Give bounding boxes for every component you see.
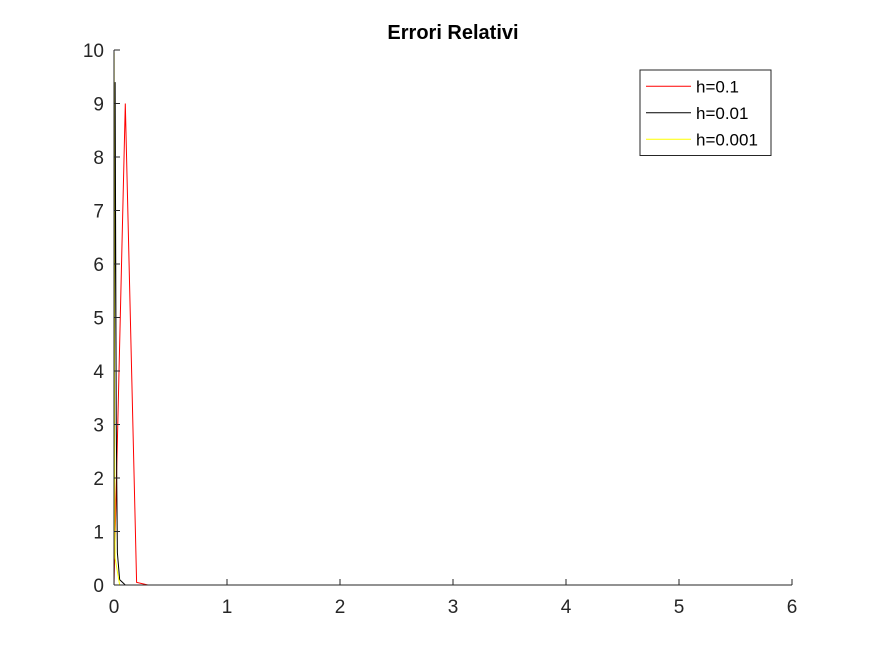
series-line-2 — [113, 82, 792, 586]
legend: h=0.1 h=0.01 h=0.001 — [639, 69, 772, 156]
y-tick-label: 2 — [93, 469, 104, 490]
chart-title: Errori Relativi — [387, 22, 518, 44]
legend-label: h=0.1 — [696, 77, 739, 96]
x-tick-label: 6 — [787, 597, 798, 618]
axes: 0 1 2 3 4 5 6 0 1 2 3 4 5 6 7 8 9 10 — [83, 41, 797, 618]
y-tick-label: 1 — [93, 523, 104, 544]
x-tick-label: 1 — [222, 597, 233, 618]
x-tick-label: 5 — [674, 597, 685, 618]
series-line-1 — [113, 103, 792, 586]
y-tick-label: 0 — [93, 576, 104, 597]
y-tick-label: 9 — [93, 95, 104, 116]
y-tick-label: 5 — [93, 309, 104, 330]
x-tick-label: 3 — [448, 597, 459, 618]
y-tick-label: 8 — [93, 148, 104, 169]
legend-label: h=0.01 — [696, 104, 748, 123]
y-tick-label: 4 — [93, 362, 104, 383]
y-tick-label: 10 — [83, 41, 104, 62]
y-tick-label: 3 — [93, 416, 104, 437]
y-tick-label: 7 — [93, 202, 104, 223]
y-tick-label: 6 — [93, 255, 104, 276]
x-tick-label: 4 — [561, 597, 572, 618]
x-tick-label: 0 — [109, 597, 120, 618]
legend-label: h=0.001 — [696, 130, 758, 149]
x-tick-label: 2 — [335, 597, 346, 618]
